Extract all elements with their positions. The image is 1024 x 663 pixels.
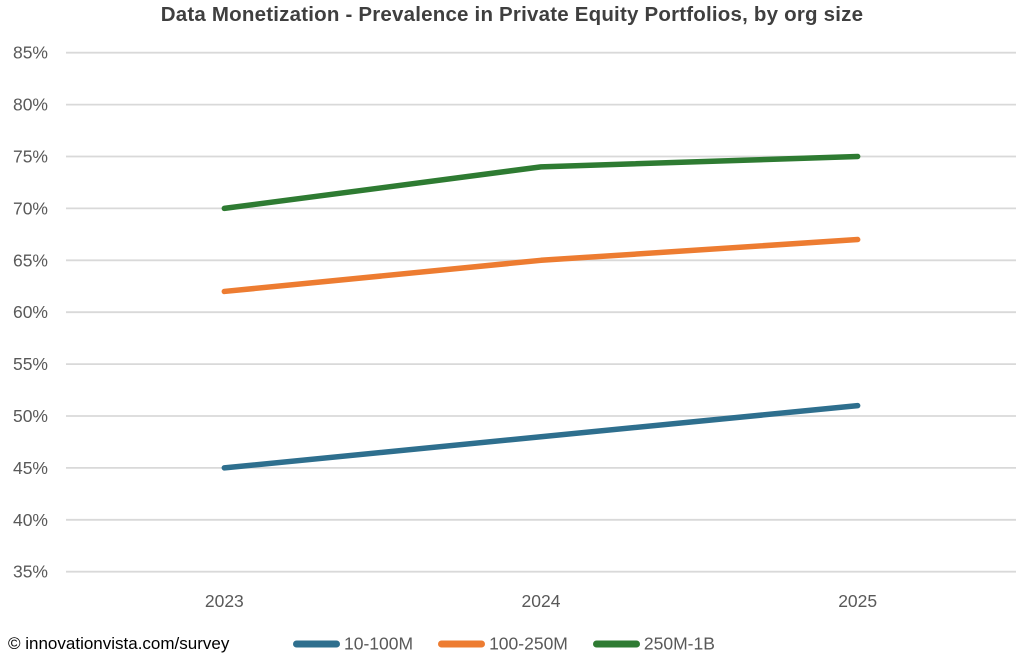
series-line-10-100m: [221, 402, 861, 471]
y-axis-tick-label: 85%: [13, 43, 48, 63]
x-axis-tick-label: 2025: [838, 591, 877, 611]
y-axis-tick-label: 55%: [13, 354, 48, 374]
series-line-100-250m: [221, 236, 861, 295]
y-axis-tick-label: 50%: [13, 406, 48, 426]
legend-label: 10-100M: [344, 633, 414, 654]
legend-swatch-icon: [592, 640, 640, 648]
legend-item-250m-1b: 250M-1B: [592, 633, 715, 655]
legend-item-10-100m: 10-100M: [293, 634, 413, 655]
source-attribution: © innovationvista.com/survey: [8, 634, 230, 653]
legend-label: 250M-1B: [643, 633, 715, 654]
y-axis-tick-label: 75%: [13, 147, 48, 167]
legend-swatch-icon: [293, 640, 340, 648]
y-axis-tick-label: 80%: [13, 95, 48, 115]
y-axis-tick-label: 40%: [13, 510, 48, 530]
y-axis-tick-label: 70%: [13, 198, 48, 218]
y-axis-tick-label: 45%: [13, 458, 48, 478]
legend-swatch-icon: [438, 640, 486, 648]
y-axis-tick-label: 60%: [13, 302, 48, 322]
series-line-250m-1b: [221, 153, 861, 212]
x-axis-tick-label: 2024: [522, 591, 561, 611]
legend-label: 100-250M: [489, 633, 568, 654]
chart-legend: 10-100M 100-250M 250M-1B: [293, 634, 715, 655]
y-axis-tick-label: 65%: [13, 250, 48, 270]
legend-item-100-250m: 100-250M: [438, 634, 568, 655]
y-axis-tick-label: 35%: [13, 562, 48, 582]
chart-title: Data Monetization - Prevalence in Privat…: [160, 3, 864, 26]
line-chart-plot-area: 85% 80% 75% 70% 65% 60% 55% 50% 45% 40% 35% 2023 202…: [13, 43, 1016, 611]
x-axis-tick-label: 2023: [205, 591, 244, 611]
chart-footer: © innovationvista.com/survey 10-100M 100-…: [0, 625, 1024, 663]
